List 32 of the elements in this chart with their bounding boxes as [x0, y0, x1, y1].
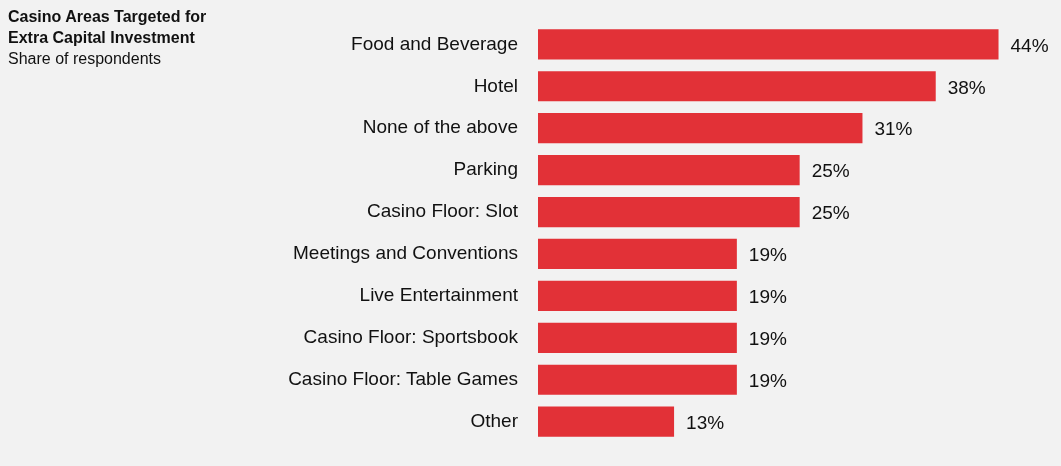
y-tick-label: None of the above — [362, 116, 518, 138]
y-tick-label: Other — [470, 409, 519, 431]
y-tick-label: Hotel — [473, 74, 518, 96]
text: Casino Areas Targeted for Extra Capital Investment — [8, 7, 208, 48]
bar — [538, 196, 800, 228]
data-label: 19% — [748, 286, 787, 308]
data-label: 19% — [748, 369, 787, 391]
text: Share of respondents — [8, 49, 162, 69]
y-tick-label: Casino Floor: Table Games — [288, 367, 518, 389]
bar — [538, 322, 737, 353]
data-label: 44% — [1010, 34, 1049, 56]
bar — [538, 364, 737, 395]
data-label: 31% — [874, 118, 913, 140]
data-label: 19% — [748, 244, 787, 266]
data-label: 19% — [748, 328, 787, 350]
y-tick-label: Parking — [453, 158, 518, 180]
bar — [538, 155, 800, 186]
bar — [538, 71, 936, 102]
bar — [538, 406, 675, 437]
data-label: 38% — [947, 76, 986, 98]
data-label: 13% — [686, 411, 725, 433]
y-tick-label: Casino Floor: Sportsbook — [303, 326, 519, 348]
y-tick-label: Live Entertainment — [359, 284, 519, 306]
bar — [538, 113, 863, 144]
y-tick-label: Casino Floor: Slot — [366, 200, 519, 222]
bar — [538, 280, 737, 311]
y-tick-label: Food and Beverage — [351, 32, 518, 54]
data-label: 25% — [811, 202, 850, 224]
bar — [538, 29, 999, 60]
bar — [538, 238, 737, 270]
data-label: 25% — [811, 160, 850, 182]
y-tick-label: Meetings and Conventions — [293, 242, 518, 264]
